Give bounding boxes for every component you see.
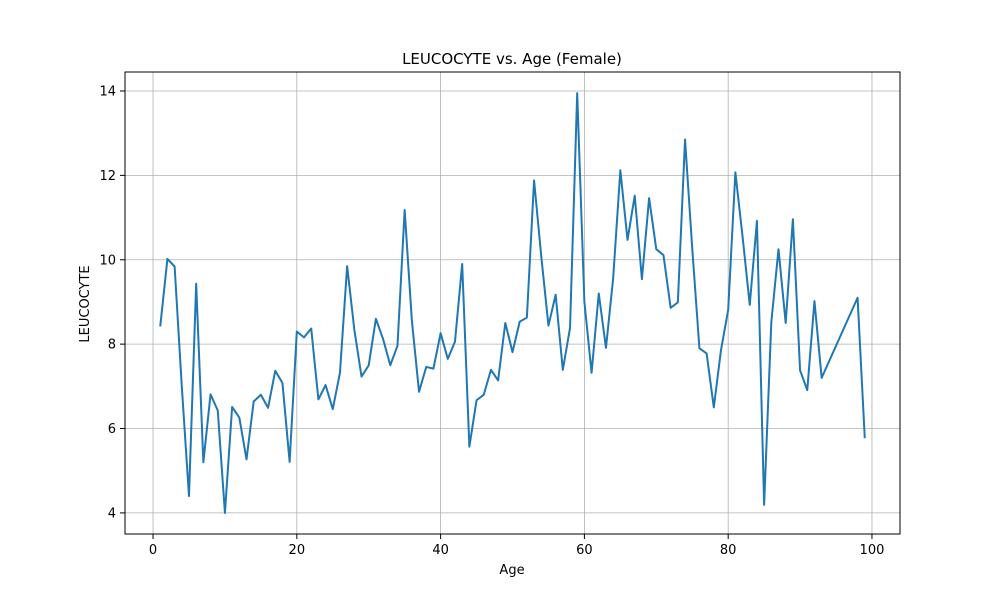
y-tick-label: 4 [108, 506, 116, 521]
x-tick-label: 80 [720, 543, 737, 558]
plot-frame [124, 71, 901, 535]
x-tick-label: 20 [289, 543, 306, 558]
series-line-0 [159, 92, 866, 514]
y-tick-label: 14 [99, 84, 116, 99]
x-tick-label: 100 [860, 543, 885, 558]
series-layer [159, 92, 866, 514]
y-tick-label: 12 [99, 169, 116, 184]
y-axis-ticks: 4 6 8 10 12 14 [99, 84, 125, 521]
x-tick-label: 40 [432, 543, 449, 558]
y-tick-label: 8 [108, 338, 116, 353]
y-axis-label: LEUCOCYTE [78, 265, 93, 342]
x-axis-label: Age [499, 563, 524, 578]
chart-title: LEUCOCYTE vs. Age (Female) [402, 50, 622, 68]
x-axis-ticks: 0 20 40 60 80 100 [149, 534, 884, 558]
x-tick-label: 60 [576, 543, 593, 558]
x-tick-label: 0 [149, 543, 157, 558]
y-tick-label: 6 [108, 422, 116, 437]
y-tick-label: 10 [99, 253, 116, 268]
